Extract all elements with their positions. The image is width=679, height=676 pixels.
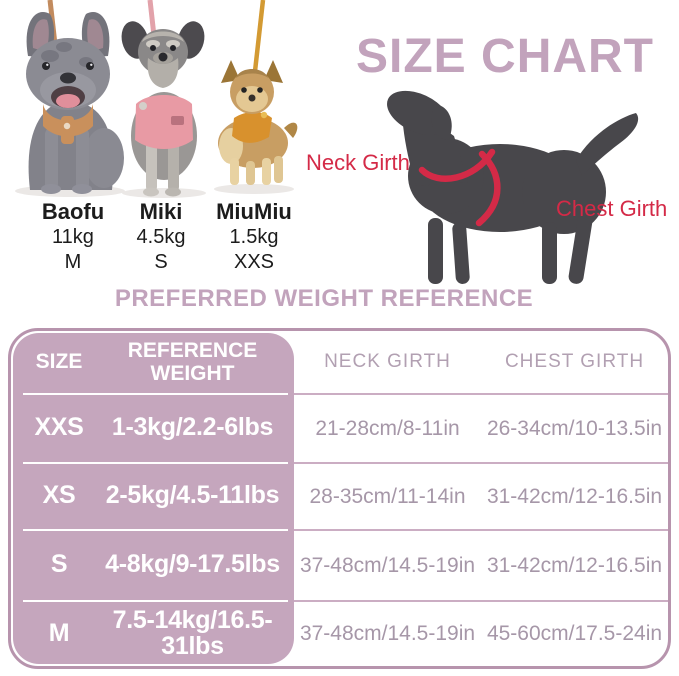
row-neck-girth: 37-48cm/14.5-19in [299, 622, 476, 645]
row-size: XXS [34, 413, 84, 441]
harness-miumiu [232, 112, 272, 143]
row-weight: 2-5kg/4.5-11lbs [105, 481, 280, 510]
dog-miki [121, 21, 205, 197]
model-caption-baofu: Baofu 11kg M [18, 199, 128, 274]
harness-baofu [43, 104, 93, 137]
row-weight: 7.5-14kg/16.5-31lbs [112, 605, 273, 660]
model-name: Baofu [41, 199, 105, 224]
row-weight: 4-8kg/9-17.5lbs [105, 550, 280, 579]
dog-miumiu [218, 60, 298, 185]
model-name: MiuMiu [216, 199, 292, 224]
col-header-chest-girth: CHEST GIRTH [504, 351, 645, 372]
table-row-m: M 7.5-14kg/16.5-31lbs 37-48cm/14.5-19in … [11, 600, 668, 666]
size-table: SIZE REFERENCE WEIGHT NECK GIRTH CHEST G… [8, 328, 671, 669]
row-chest-girth: 45-60cm/17.5-24in [486, 622, 663, 645]
section-heading: PREFERRED WEIGHT REFERENCE [114, 285, 534, 312]
row-weight: 1-3kg/2.2-6lbs [111, 413, 274, 442]
row-size: XS [42, 481, 76, 509]
row-size: S [50, 550, 68, 578]
row-neck-girth: 28-35cm/11-14in [309, 484, 466, 508]
col-header-size: SIZE [35, 350, 83, 373]
table-row-xs: XS 2-5kg/4.5-11lbs 28-35cm/11-14in 31-42… [11, 462, 668, 529]
model-size: S [154, 251, 168, 274]
table-header-row: SIZE REFERENCE WEIGHT NECK GIRTH CHEST G… [11, 331, 668, 393]
model-weight: 4.5kg [136, 226, 186, 249]
neck-girth-label: Neck Girth [306, 150, 410, 175]
model-name: Miki [139, 199, 183, 224]
row-neck-girth: 37-48cm/14.5-19in [299, 553, 476, 577]
model-weight: 1.5kg [229, 226, 279, 249]
col-header-reference-weight: REFERENCE WEIGHT [127, 338, 258, 385]
dog-baofu [26, 11, 124, 194]
model-size: M [64, 251, 82, 274]
size-table-left-panel [13, 333, 294, 664]
row-chest-girth: 31-42cm/12-16.5in [486, 484, 663, 508]
page-title: SIZE CHART [356, 30, 654, 83]
model-dogs-photo [15, 0, 298, 198]
table-row-xxs: XXS 1-3kg/2.2-6lbs 21-28cm/8-11in 26-34c… [11, 393, 668, 462]
harness-miki [135, 95, 193, 149]
chest-girth-line [475, 150, 501, 227]
model-caption-miumiu: MiuMiu 1.5kg XXS [202, 199, 306, 274]
chest-girth-label: Chest Girth [556, 196, 668, 221]
model-size: XXS [233, 251, 275, 274]
model-caption-miki: Miki 4.5kg S [114, 199, 208, 274]
col-header-neck-girth: NECK GIRTH [324, 351, 451, 372]
row-neck-girth: 21-28cm/8-11in [315, 416, 460, 440]
dog-silhouette-diagram [387, 90, 639, 284]
row-chest-girth: 31-42cm/12-16.5in [486, 553, 663, 577]
row-chest-girth: 26-34cm/10-13.5in [486, 416, 663, 440]
model-weight: 11kg [52, 226, 94, 249]
table-row-s: S 4-8kg/9-17.5lbs 37-48cm/14.5-19in 31-4… [11, 529, 668, 600]
row-size: M [48, 618, 70, 647]
